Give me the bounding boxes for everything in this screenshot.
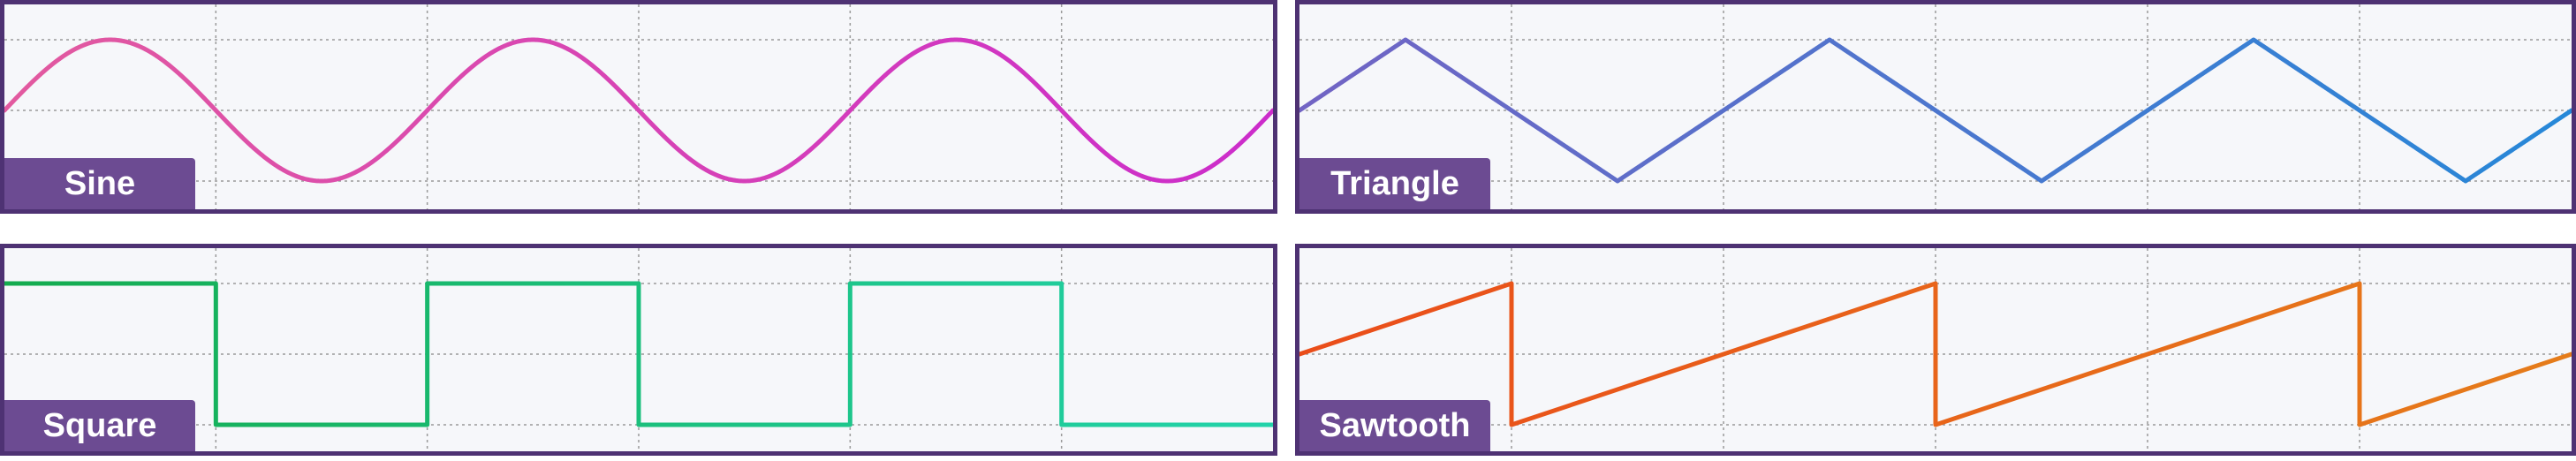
square-label: Square (4, 400, 195, 451)
sine-panel: Sine (0, 0, 1277, 214)
sine-plot (4, 4, 1273, 209)
sawtooth-plot (1299, 248, 2572, 451)
square-wave-line (4, 281, 1273, 427)
square-panel: Square (0, 244, 1277, 456)
sawtooth-panel: Sawtooth (1295, 244, 2576, 456)
sawtooth-wave-line (1299, 281, 2572, 427)
square-plot (4, 248, 1273, 451)
sawtooth-label: Sawtooth (1299, 400, 1490, 451)
sine-label: Sine (4, 158, 195, 209)
triangle-label: Triangle (1299, 158, 1490, 209)
sine-wave-line (4, 37, 1273, 184)
triangle-panel: Triangle (1295, 0, 2576, 214)
triangle-wave-line (1299, 37, 2572, 184)
triangle-plot (1299, 4, 2572, 209)
